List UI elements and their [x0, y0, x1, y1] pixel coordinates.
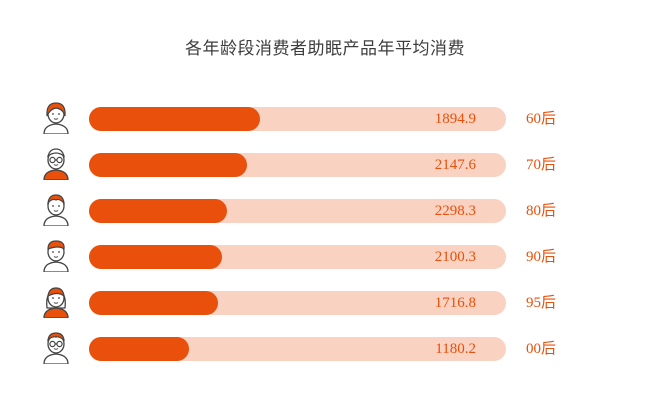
category-label: 60后: [526, 111, 557, 127]
bar-row: 1894.9 60后: [0, 100, 650, 140]
category-label: 80后: [526, 203, 557, 219]
woman-bob-icon: [43, 102, 69, 134]
bar-track: 1894.9: [89, 107, 506, 131]
bar: [89, 107, 260, 131]
category-label: 95后: [526, 295, 557, 311]
bar-row: 2298.3 80后: [0, 192, 650, 232]
category-label: 00后: [526, 341, 557, 357]
boy-glasses-icon: [43, 332, 69, 364]
man-short-hair-icon: [43, 240, 69, 272]
category-label: 90后: [526, 249, 557, 265]
bar-value-label: 1894.9: [434, 111, 476, 127]
category-label: 70后: [526, 157, 557, 173]
bar-track: 1716.8: [89, 291, 506, 315]
bar: [89, 245, 222, 269]
woman-long-hair-icon: [43, 287, 69, 318]
bar-track: 2100.3: [89, 245, 506, 269]
bar: [89, 291, 218, 315]
bar-value-label: 2298.3: [434, 203, 476, 219]
chart-title: 各年龄段消费者助眠产品年平均消费: [185, 39, 465, 59]
bar: [89, 199, 227, 223]
bar-row: 1180.2 00后: [0, 330, 650, 370]
bar: [89, 337, 189, 361]
bar: [89, 153, 247, 177]
bar-row: 2100.3 90后: [0, 238, 650, 278]
bar-value-label: 1716.8: [434, 295, 476, 311]
bar-value-label: 2100.3: [434, 249, 476, 265]
man-glasses-icon: [43, 148, 69, 180]
bar-row: 2147.6 70后: [0, 146, 650, 186]
woman-ponytail-icon: [43, 194, 69, 226]
bar-row: 1716.8 95后: [0, 284, 650, 324]
bar-track: 1180.2: [89, 337, 506, 361]
bar-track: 2147.6: [89, 153, 506, 177]
bar-track: 2298.3: [89, 199, 506, 223]
bar-value-label: 1180.2: [435, 341, 476, 357]
bar-value-label: 2147.6: [434, 157, 476, 173]
